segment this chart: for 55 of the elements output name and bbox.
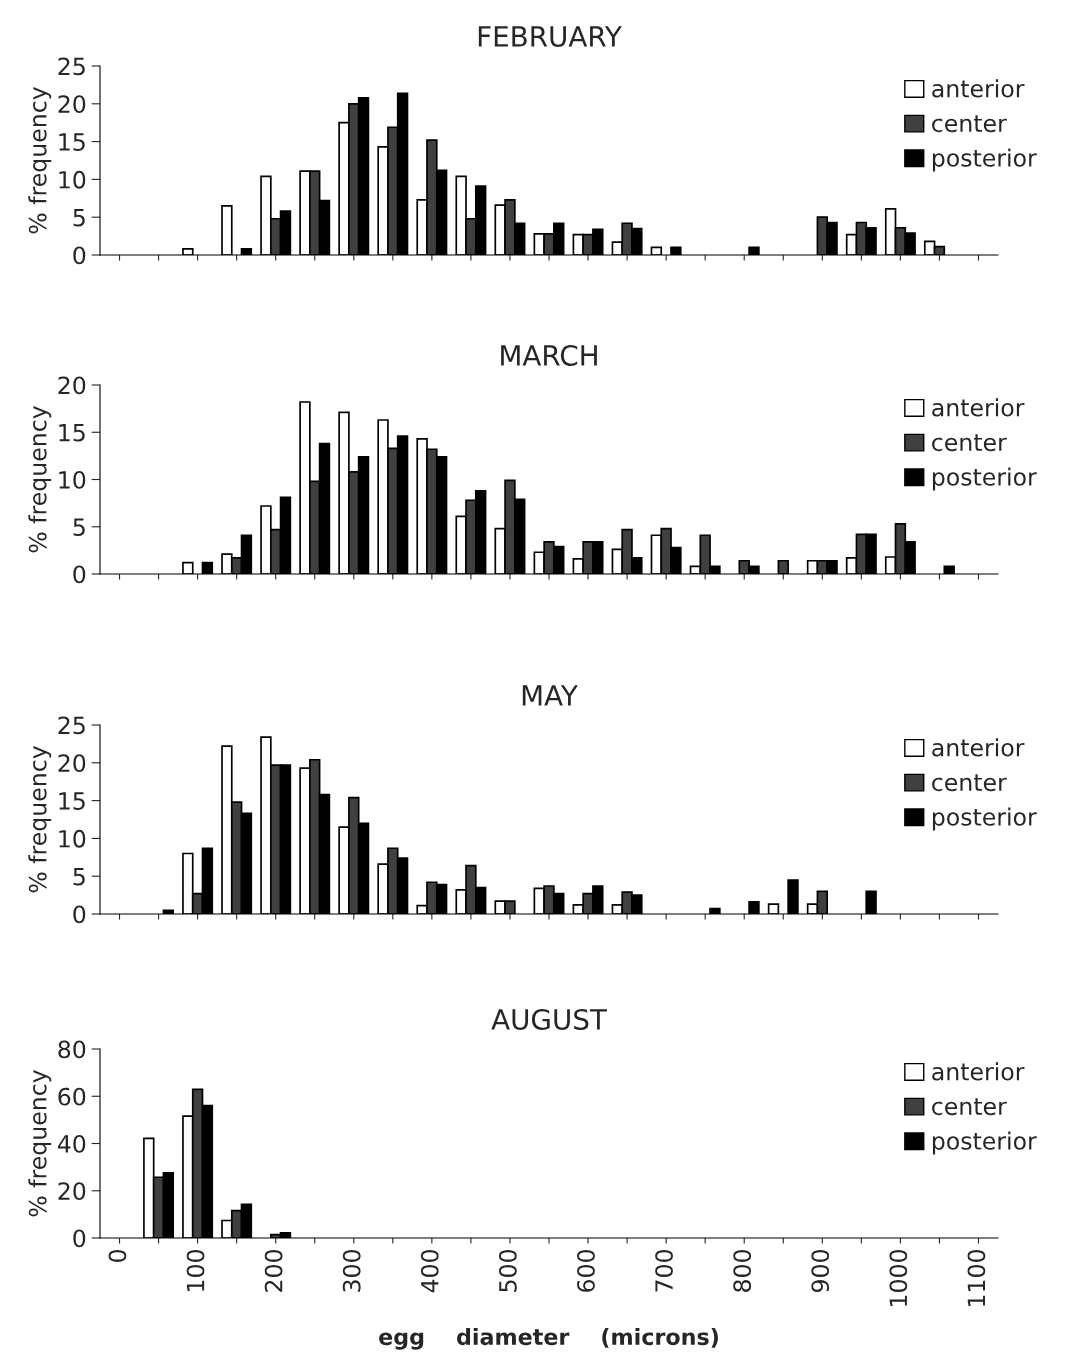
legend-label: posterior [932, 467, 1037, 491]
legend-label: center [932, 1098, 1007, 1116]
y-axis-title: % frequency [28, 406, 52, 553]
y-axis-title: % frequency [28, 1070, 52, 1217]
x-tick-label: 0 [108, 1249, 127, 1262]
chart-title: MARCH [501, 344, 597, 366]
y-tick-label: 20 [58, 95, 86, 114]
x-tick-label: 300 [342, 1249, 361, 1292]
legend-label: center [932, 434, 1007, 452]
chart-title: FEBRUARY [478, 26, 622, 47]
legend-label: center [932, 774, 1007, 792]
x-tick-label: 800 [733, 1249, 752, 1292]
y-tick-label: 5 [73, 867, 85, 886]
x-tick-label: 400 [420, 1249, 439, 1293]
y-tick-label: 15 [59, 792, 85, 810]
y-tick-label: 20 [58, 1182, 86, 1201]
y-tick-label: 5 [73, 518, 85, 537]
legend-label: posterior [932, 1131, 1037, 1155]
y-tick-label: 15 [59, 424, 85, 442]
legend-label: anterior [932, 398, 1025, 417]
y-tick-label: 0 [73, 905, 86, 924]
x-tick-label: 500 [498, 1249, 517, 1292]
y-tick-label: 25 [58, 57, 85, 76]
y-tick-label: 0 [73, 246, 86, 265]
y-axis-title: % frequency [28, 87, 52, 234]
x-tick-label: 200 [264, 1249, 283, 1292]
x-tick-label: 700 [655, 1249, 673, 1292]
x-tick-label: 1000 [889, 1249, 908, 1306]
chart-title: MAY [522, 685, 578, 706]
y-tick-label: 5 [73, 208, 85, 227]
y-tick-label: 10 [59, 829, 86, 848]
y-axis-title: % frequency [28, 746, 52, 893]
y-tick-label: 80 [58, 1040, 86, 1059]
legend-label: center [932, 115, 1007, 133]
legend-label: posterior [932, 807, 1037, 831]
x-tick-label: 100 [186, 1249, 205, 1291]
legend-label: anterior [932, 79, 1025, 98]
y-tick-label: 20 [58, 376, 86, 395]
y-tick-label: 10 [59, 170, 86, 189]
y-tick-label: 0 [73, 1229, 86, 1248]
y-tick-label: 40 [57, 1134, 86, 1153]
legend-label: anterior [932, 1062, 1025, 1081]
y-tick-label: 25 [58, 716, 85, 735]
y-tick-label: 60 [58, 1087, 86, 1106]
x-tick-label: 1100 [967, 1249, 986, 1306]
legend-label: anterior [932, 738, 1025, 757]
x-axis-title: egg diameter (microns) [379, 1327, 718, 1350]
chart-title: AUGUST [491, 1008, 607, 1030]
x-tick-label: 900 [811, 1249, 830, 1292]
y-tick-label: 10 [59, 470, 86, 489]
y-tick-label: 15 [59, 133, 85, 151]
y-tick-label: 20 [58, 754, 86, 773]
x-tick-label: 600 [577, 1249, 595, 1292]
y-tick-label: 0 [73, 565, 86, 584]
legend-label: posterior [932, 148, 1037, 172]
